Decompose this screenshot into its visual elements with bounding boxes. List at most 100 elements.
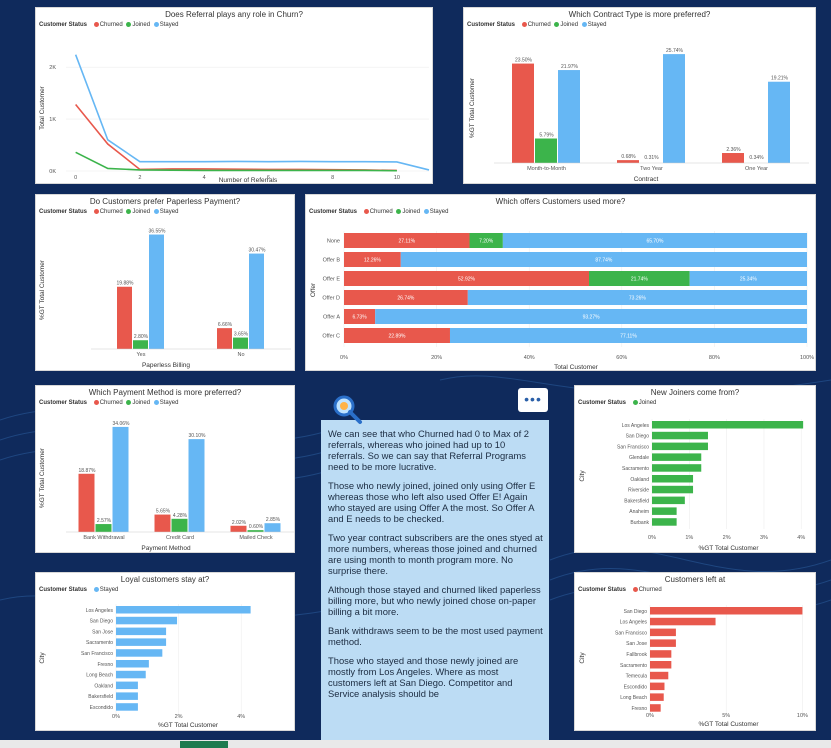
legend-stayed-label: Stayed bbox=[429, 209, 449, 216]
paperless-bar-chart: 19.88% 2.80% 36.55% Yes 6.66%3.65% 30.47% No Pa… bbox=[39, 229, 291, 369]
y-tick-label: 1K bbox=[49, 117, 56, 123]
y-tick-label: Sacramento bbox=[620, 663, 647, 669]
bar-stayed bbox=[264, 523, 281, 532]
legend-stayed-label: Stayed bbox=[159, 400, 179, 407]
bar-joined bbox=[133, 340, 148, 349]
churned-cities-chart-panel: Customers left at Customer Status Churne… bbox=[574, 572, 816, 731]
bar bbox=[652, 507, 677, 515]
x-tick-label: 5% bbox=[722, 713, 730, 719]
data-label: 5.65% bbox=[156, 509, 171, 515]
page-tab[interactable] bbox=[180, 741, 228, 748]
y-tick-label: Offer A bbox=[323, 315, 340, 321]
x-axis-title: Contract bbox=[634, 176, 659, 183]
y-tick-label: Offer C bbox=[322, 334, 340, 340]
y-tick-label: Oakland bbox=[630, 477, 649, 483]
chart-title: New Joiners come from? bbox=[650, 388, 740, 397]
data-label: 93.27% bbox=[583, 315, 601, 321]
x-axis-title: Total Customer bbox=[554, 364, 599, 371]
legend-stayed-dot bbox=[153, 400, 159, 405]
bar bbox=[652, 421, 804, 429]
offers-chart-panel: Which offers Customers used more? Custom… bbox=[305, 194, 816, 371]
bar-stayed bbox=[449, 328, 807, 343]
more-options-button[interactable]: ••• bbox=[518, 388, 548, 412]
bar bbox=[650, 607, 803, 615]
bar bbox=[116, 703, 138, 711]
x-tick-label: 0% bbox=[340, 355, 348, 361]
paperless-chart-panel: Do Customers prefer Paperless Payment? C… bbox=[35, 194, 295, 371]
legend-status-label: Customer Status bbox=[39, 209, 88, 216]
y-axis-title: City bbox=[579, 470, 586, 482]
legend-churned-dot bbox=[521, 22, 527, 27]
x-tick-label: 100% bbox=[800, 355, 814, 361]
legend-stayed-dot bbox=[423, 209, 429, 214]
legend-joined-dot bbox=[126, 400, 132, 405]
bar bbox=[650, 693, 664, 701]
bar bbox=[116, 670, 146, 679]
x-axis-title: %GT Total Customer bbox=[698, 721, 759, 728]
legend-joined-dot bbox=[554, 22, 560, 27]
data-label: 34.06% bbox=[113, 421, 131, 427]
data-label: 0.60% bbox=[249, 524, 264, 530]
x-tick-label: 4% bbox=[797, 535, 805, 541]
legend-stayed-label: Stayed bbox=[587, 22, 607, 29]
insight-item: Two year contract subscribers are the on… bbox=[328, 532, 543, 576]
chart-title: Which offers Customers used more? bbox=[495, 197, 626, 206]
legend-joined-label: Joined bbox=[560, 22, 579, 29]
x-tick-label: One Year bbox=[745, 166, 768, 172]
x-tick-label: 4% bbox=[237, 714, 245, 720]
bar bbox=[652, 464, 702, 472]
bar-churned bbox=[722, 153, 744, 163]
bar bbox=[116, 660, 149, 668]
y-tick-label: San Francisco bbox=[615, 630, 647, 636]
loyal-city-bar-chart: 0% 2% 4% Los Angeles San Diego San Jose Sacram… bbox=[39, 604, 251, 729]
legend-churned-label: Churned bbox=[527, 22, 551, 29]
bar bbox=[650, 639, 676, 647]
legend-joined-dot bbox=[396, 209, 402, 214]
x-tick-label: 2% bbox=[723, 535, 731, 541]
y-tick-label: San Francisco bbox=[617, 444, 649, 450]
payment-chart-panel: Which Payment Method is more preferred? … bbox=[35, 385, 295, 553]
x-tick-label: 8 bbox=[331, 175, 334, 181]
contract-bar-chart: 23.50% 5.79% 21.97% Month-to-Month 0.68% 25.7… bbox=[469, 48, 809, 183]
y-tick-label: Bakersfield bbox=[624, 498, 649, 504]
y-tick-label: Anaheim bbox=[629, 509, 649, 515]
bar-churned bbox=[617, 160, 639, 163]
bar bbox=[116, 692, 138, 700]
x-axis-title: Number of Referrals bbox=[219, 177, 278, 184]
data-label: 18.87% bbox=[79, 468, 97, 474]
data-label: 19.21% bbox=[771, 76, 789, 82]
y-tick-label: Los Angeles bbox=[622, 423, 650, 429]
legend-joined-dot bbox=[126, 209, 132, 214]
referral-line-chart: 0K 1K 2K 0 2 4 6 8 10 Number of Referrals Total Cu… bbox=[39, 54, 430, 184]
legend-stayed-dot bbox=[153, 209, 159, 214]
x-tick-label: No bbox=[237, 352, 244, 358]
legend-churned-dot bbox=[93, 400, 99, 405]
bar bbox=[652, 496, 685, 505]
x-tick-label: 80% bbox=[709, 355, 720, 361]
legend-churned-label: Churned bbox=[99, 209, 123, 216]
legend-joined-dot bbox=[126, 22, 132, 27]
chart-legend: Customer Status Churned Joined Stayed bbox=[309, 209, 448, 215]
bar-churned bbox=[344, 271, 590, 286]
legend-status-label: Customer Status bbox=[39, 587, 88, 594]
data-label: 30.10% bbox=[189, 433, 207, 439]
bar bbox=[116, 681, 138, 690]
chart-legend: Customer Status Churned bbox=[578, 587, 662, 593]
x-tick-label: Yes bbox=[137, 352, 146, 358]
data-label: 2.02% bbox=[232, 520, 247, 526]
x-tick-label: Two Year bbox=[640, 166, 663, 172]
bar-joined bbox=[95, 524, 112, 532]
x-tick-label: 0% bbox=[112, 714, 120, 720]
bar-stayed bbox=[663, 54, 685, 163]
y-tick-label: Fresno bbox=[97, 662, 113, 668]
y-tick-label: Los Angeles bbox=[620, 620, 648, 626]
bar-churned bbox=[344, 328, 450, 343]
y-tick-label: Bakersfield bbox=[88, 694, 113, 700]
chart-legend: Customer Status Churned Joined Stayed bbox=[39, 22, 178, 28]
y-tick-label: Riverside bbox=[628, 488, 649, 494]
bar bbox=[652, 453, 702, 461]
bar-churned bbox=[78, 473, 95, 532]
bar-stayed bbox=[689, 271, 807, 286]
data-label: 36.55% bbox=[149, 229, 167, 235]
data-label: 27.11% bbox=[398, 239, 415, 245]
